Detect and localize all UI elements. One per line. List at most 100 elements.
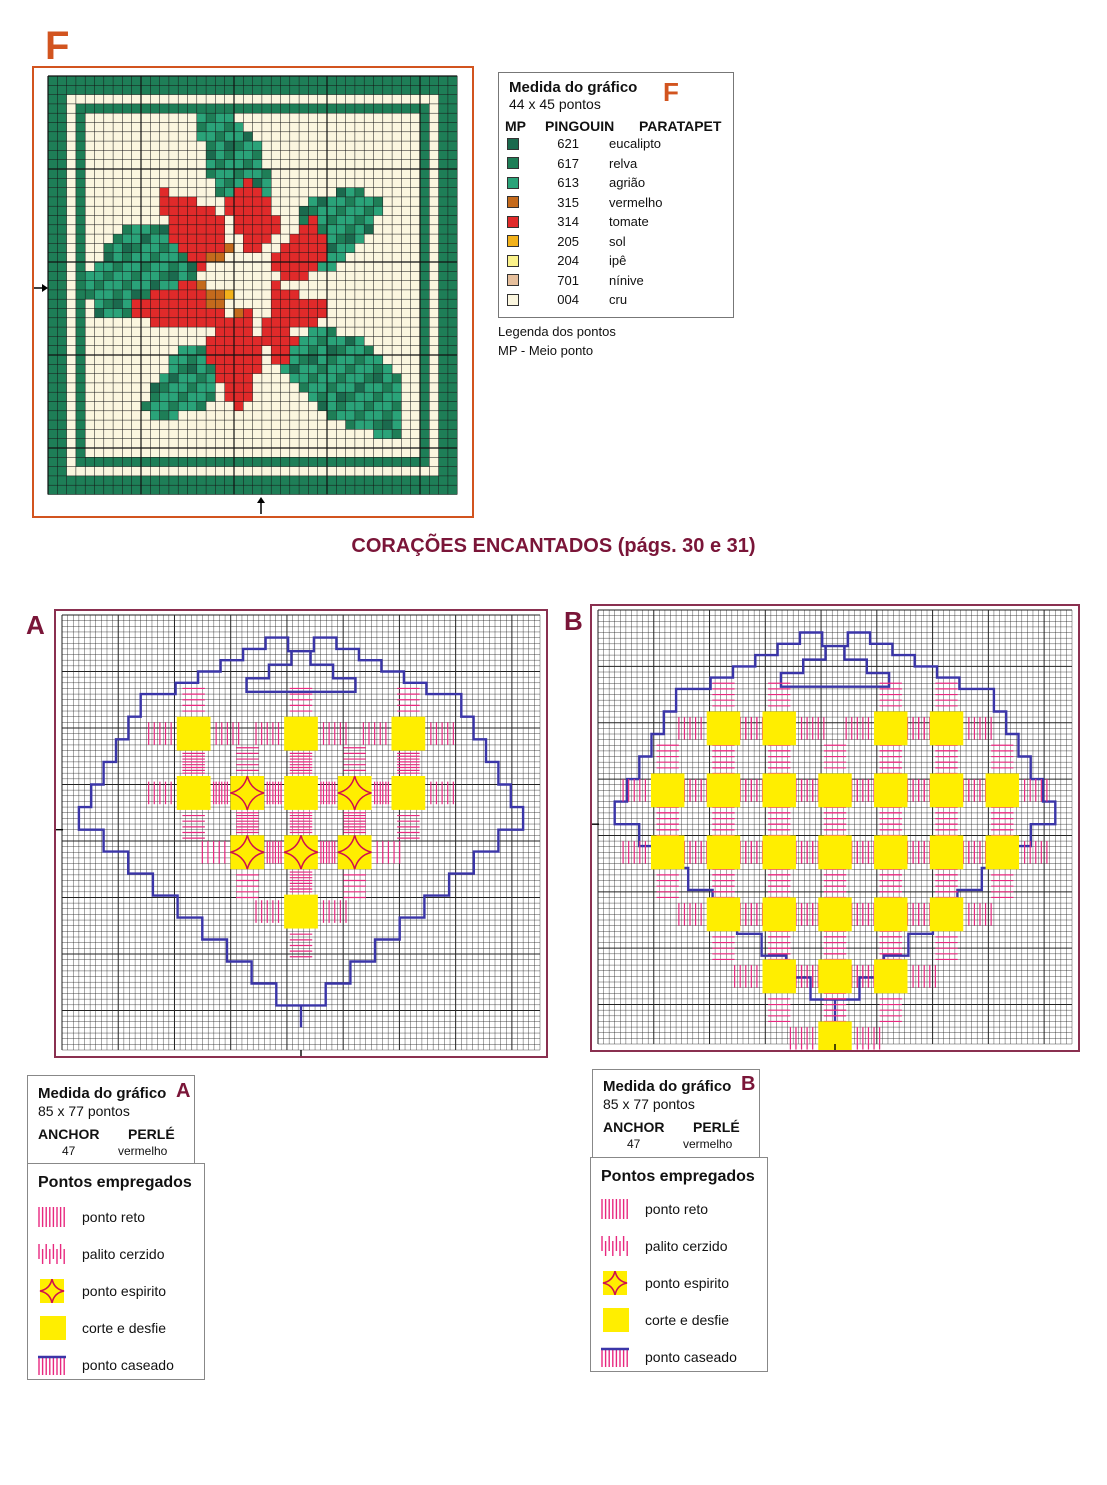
ponto-espirito (337, 835, 372, 870)
legend-note-2: MP - Meio ponto (498, 343, 594, 358)
pontos-item: ponto espirito (36, 1272, 174, 1309)
thread-name: agrião (609, 175, 646, 191)
thread-name: tomate (609, 214, 649, 230)
legend-f-headers: MP PINGOUIN PARATAPET (505, 118, 722, 134)
ponto-reto-icon (601, 1198, 628, 1219)
pontos-item-label: ponto reto (645, 1200, 709, 1217)
thread-name: ipê (609, 253, 627, 269)
thread-code: 004 (557, 292, 579, 308)
ponto-espirito (337, 775, 372, 811)
chart-f-grid (47, 75, 458, 495)
thread-name: nínive (609, 272, 644, 288)
color-swatch (507, 196, 519, 209)
pontos-item: corte e desfie (36, 1309, 174, 1346)
pontos-item: palito cerzido (36, 1235, 174, 1272)
color-swatch (507, 293, 519, 306)
ponto-caseado-icon (601, 1347, 629, 1367)
corte-desfie-icon (40, 1315, 66, 1340)
buttonhole-edge (613, 631, 1057, 1022)
spec-a-brand: ANCHOR (38, 1126, 100, 1142)
spec-b-size: 85 x 77 pontos (603, 1096, 695, 1112)
legend-row: 204 ipê (499, 251, 733, 271)
ponto-espirito (230, 775, 265, 811)
chart-f-letter: F (45, 24, 70, 68)
pontos-item-label: ponto caseado (82, 1356, 174, 1373)
buttonhole-edge (77, 636, 525, 1028)
section-title: CORAÇÕES ENCANTADOS (págs. 30 e 31) (351, 535, 756, 557)
ponto-espirito-icon (39, 1278, 65, 1303)
thread-code: 701 (557, 272, 579, 288)
pontos-b-title: Pontos empregados (601, 1168, 755, 1185)
legend-row: 314 tomate (499, 212, 733, 232)
spec-b-letter: B (741, 1073, 756, 1095)
palito-cerzido-icon (601, 1235, 628, 1256)
ponto-espirito-icon (602, 1270, 628, 1295)
thread-code: 205 (557, 233, 579, 249)
legend-row: 004 cru (499, 290, 733, 310)
pontos-item-label: corte e desfie (82, 1319, 167, 1336)
pontos-item: ponto espirito (599, 1264, 737, 1301)
spec-b-thread: PERLÉ (693, 1119, 740, 1135)
legend-note-1: Legenda dos pontos (498, 324, 616, 339)
pontos-item: palito cerzido (599, 1227, 737, 1264)
spec-a-color: vermelho (118, 1144, 168, 1158)
thread-name: sol (609, 233, 626, 249)
chart-f-frame (32, 66, 474, 518)
spec-b-brand: ANCHOR (603, 1119, 665, 1135)
chart-a-letter: A (26, 610, 45, 640)
spec-b-color: vermelho (683, 1137, 733, 1151)
ponto-espirito (283, 835, 319, 870)
color-swatch (507, 254, 519, 267)
thread-code: 621 (557, 136, 579, 152)
spec-b-title: Medida do gráfico (603, 1078, 732, 1095)
pontos-item: ponto reto (36, 1198, 174, 1235)
spec-a-thread: PERLÉ (128, 1126, 175, 1142)
thread-code: 613 (557, 175, 579, 191)
ponto-reto-icon (38, 1206, 65, 1227)
legend-f-rows: 621 eucalipto 617 relva 613 agrião 315 vermelho… (499, 134, 733, 310)
pontos-item: ponto reto (599, 1190, 737, 1227)
chart-b-letter: B (564, 606, 583, 636)
pontos-item: ponto caseado (599, 1338, 737, 1375)
ponto-caseado-icon (38, 1355, 66, 1375)
palito-cerzido-icon (38, 1243, 65, 1264)
thread-name: cru (609, 292, 628, 308)
color-swatch (507, 274, 519, 287)
spec-a-title: Medida do gráfico (38, 1085, 167, 1102)
kloster-blocks (148, 687, 454, 958)
pontos-item-label: palito cerzido (645, 1237, 728, 1254)
legend-row: 613 agrião (499, 173, 733, 193)
pontos-item: corte e desfie (599, 1301, 737, 1338)
color-swatch (507, 157, 519, 170)
thread-name: relva (609, 155, 638, 171)
pontos-item-label: ponto caseado (645, 1348, 737, 1365)
thread-name: eucalipto (609, 136, 662, 152)
pontos-a: Pontos empregados ponto reto palito cerzi… (27, 1163, 205, 1380)
ponto-espirito (230, 835, 265, 870)
pontos-item-label: ponto espirito (82, 1282, 167, 1299)
pontos-item-label: corte e desfie (645, 1311, 730, 1328)
thread-code: 617 (557, 155, 579, 171)
stitch-cells (48, 76, 458, 495)
legend-f: Medida do gráfico F 44 x 45 pontos MP PI… (498, 72, 734, 318)
pontos-item: ponto caseado (36, 1346, 174, 1383)
pontos-a-title: Pontos empregados (38, 1174, 192, 1191)
spec-b: Medida do gráfico B 85 x 77 pontos ANCHO… (592, 1069, 760, 1159)
heart-chart-b (592, 609, 1073, 1050)
thread-code: 204 (557, 253, 579, 269)
spec-a: Medida do gráfico A 85 x 77 pontos ANCHO… (27, 1075, 195, 1165)
legend-row: 205 sol (499, 232, 733, 252)
poinsettia-chart (34, 75, 458, 514)
cutwork-squares (650, 711, 1020, 1050)
cutwork-squares (176, 716, 426, 929)
pontos-item-label: palito cerzido (82, 1245, 165, 1262)
spec-b-code: 47 (627, 1137, 641, 1151)
color-swatch (507, 235, 519, 248)
pontos-a-list: ponto reto palito cerzido ponto espirito co… (36, 1198, 174, 1383)
chart-a-frame (54, 609, 548, 1058)
legend-row: 315 vermelho (499, 193, 733, 213)
spec-a-size: 85 x 77 pontos (38, 1103, 130, 1119)
thread-code: 315 (557, 194, 579, 210)
color-swatch (507, 137, 519, 150)
legend-f-letter: F (663, 77, 679, 107)
